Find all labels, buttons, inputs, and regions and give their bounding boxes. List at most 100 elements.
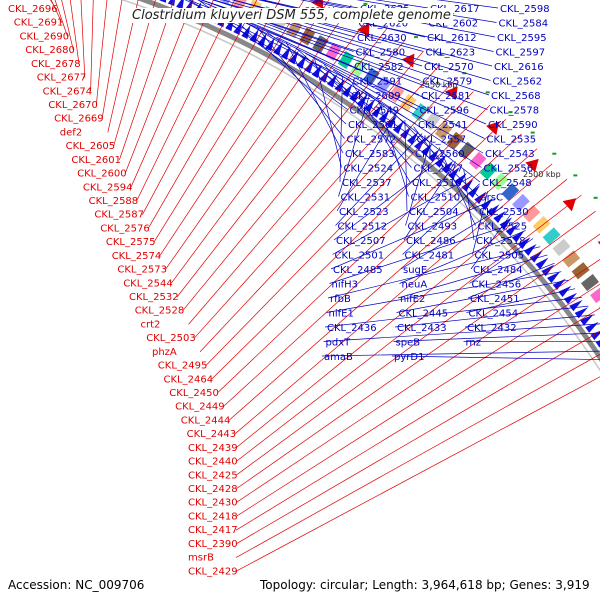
gene-label-right: CKL_2510 xyxy=(411,193,461,204)
gene-label-left: CKL_2417 xyxy=(188,525,238,536)
forward-gene-arrow xyxy=(585,322,598,333)
gene-label-right: CKL_2590 xyxy=(488,120,538,131)
gene-label-right: sugE xyxy=(403,265,427,276)
gene-label-right: pdxT xyxy=(326,338,352,349)
gene-label-left: CKL_2680 xyxy=(25,45,75,56)
gene-label-right: CKL_2525 xyxy=(478,222,528,233)
gene-label-left: CKL_2425 xyxy=(188,470,238,481)
gene-label-right: CKL_2530 xyxy=(479,207,529,218)
gene-label-left: CKL_2444 xyxy=(181,416,231,427)
label-leader-line xyxy=(322,351,600,356)
gene-label-left: CKL_2532 xyxy=(129,292,179,303)
gene-label-left: CKL_2464 xyxy=(164,374,214,385)
gene-label-left: CKL_2601 xyxy=(71,155,121,166)
gene-label-right: CKL_2537 xyxy=(342,178,392,189)
label-leader-line xyxy=(315,59,342,168)
gene-label-right: CKL_2512 xyxy=(338,222,388,233)
genome-title: Clostridium kluyveri DSM 555, complete g… xyxy=(130,8,453,23)
gene-label-left: CKL_2544 xyxy=(123,278,173,289)
gene-label-right: CKL_2524 xyxy=(344,164,394,175)
gene-label-left: CKL_2528 xyxy=(135,306,185,317)
gene-label-left: crt2 xyxy=(141,319,161,330)
gene-label-left: CKL_2600 xyxy=(77,169,127,180)
gene-label-left: CKL_2670 xyxy=(48,100,98,111)
gene-label-right: CKL_2598 xyxy=(500,4,550,15)
gene-label-right: CKL_2436 xyxy=(327,323,377,334)
forward-gene-arrow xyxy=(596,337,600,348)
gene-label-right: CKL_2572 xyxy=(347,135,397,146)
gene-label-right: rfbB xyxy=(330,294,351,305)
gene-label-left: def2 xyxy=(60,127,82,138)
gc-mark xyxy=(573,174,577,176)
gene-label-right: rnz xyxy=(466,338,482,349)
gene-label-left: CKL_2575 xyxy=(106,237,156,248)
gene-label-right: CKL_2548 xyxy=(482,178,532,189)
gene-label-right: CKL_2433 xyxy=(397,323,447,334)
accession-text: Accession: NC_009706 xyxy=(8,578,144,592)
gene-label-left: CKL_2677 xyxy=(37,73,87,84)
gene-label-right: amaB xyxy=(324,352,353,363)
gene-label-left: CKL_2691 xyxy=(14,18,64,29)
gene-label-right: CKL_2507 xyxy=(336,236,386,247)
gc-mark xyxy=(552,153,556,155)
gene-label-right: CKL_2568 xyxy=(491,91,541,102)
gene-label-left: CKL_2594 xyxy=(83,182,133,193)
gene-label-right: CKL_2562 xyxy=(493,77,543,88)
gene-label-right: nifE1 xyxy=(329,309,354,320)
gene-label-left: CKL_2440 xyxy=(188,457,238,468)
gene-label-left: CKL_2696 xyxy=(8,4,58,15)
gene-label-left: CKL_2390 xyxy=(188,539,238,550)
forward-gene-arrow xyxy=(233,21,242,35)
gene-label-right: nifH3 xyxy=(332,280,359,291)
cog-box xyxy=(400,94,417,112)
gene-label-left: CKL_2588 xyxy=(89,196,139,207)
gc-mark xyxy=(486,91,490,93)
cog-box xyxy=(581,274,599,291)
gene-label-left: CKL_2503 xyxy=(146,333,196,344)
gene-label-right: CKL_2523 xyxy=(339,207,389,218)
cog-box xyxy=(553,239,571,256)
forward-gene-arrow xyxy=(159,0,167,3)
label-leader-line xyxy=(236,332,600,572)
gene-label-left: phzA xyxy=(152,347,177,358)
gene-label-right: CKL_2543 xyxy=(485,149,535,160)
gene-label-right: CKL_2451 xyxy=(470,294,520,305)
gene-label-right: arsC xyxy=(481,193,503,204)
gene-label-right: CKL_2623 xyxy=(426,48,476,59)
gene-label-left: CKL_2573 xyxy=(117,265,167,276)
gene-label-right: neuA xyxy=(402,280,428,291)
gc-mark xyxy=(414,36,418,38)
gene-label-left: msrB xyxy=(188,553,214,564)
forward-gene-arrow xyxy=(553,279,566,290)
gene-label-left: CKL_2587 xyxy=(94,210,144,221)
label-leader-line xyxy=(327,272,562,313)
gene-label-right: CKL_2579 xyxy=(423,77,473,88)
gene-label-left: CKL_2443 xyxy=(187,429,237,440)
label-leader-line xyxy=(91,0,97,91)
gene-label-right: pyrD1 xyxy=(394,352,424,363)
gene-label-right: CKL_2456 xyxy=(472,280,522,291)
gene-label-right: CKL_2556 xyxy=(484,164,534,175)
gene-label-right: CKL_2518 xyxy=(476,236,526,247)
gene-label-right: CKL_2454 xyxy=(469,309,519,320)
forward-gene-arrow xyxy=(590,329,600,340)
gene-label-right: CKL_2584 xyxy=(499,19,549,30)
gene-label-right: CKL_2535 xyxy=(487,135,537,146)
label-leader-line xyxy=(96,0,117,105)
topology-summary: Topology: circular; Length: 3,964,618 bp… xyxy=(260,578,590,592)
gene-label-left: CKL_2450 xyxy=(169,388,219,399)
gene-label-right: CKL_2596 xyxy=(420,106,470,117)
gene-label-left: CKL_2428 xyxy=(188,484,238,495)
gene-label-right: CKL_2595 xyxy=(497,33,547,44)
gene-label-left: CKL_2605 xyxy=(66,141,116,152)
gene-label-right: CKL_2504 xyxy=(409,207,459,218)
gene-label-left: CKL_2690 xyxy=(20,31,70,42)
forward-gene-arrow xyxy=(558,286,571,297)
gene-label-right: CKL_2432 xyxy=(467,323,517,334)
gene-label-left: CKL_2495 xyxy=(158,361,208,372)
gene-label-left: CKL_2674 xyxy=(43,86,93,97)
gene-label-left: CKL_2576 xyxy=(100,223,150,234)
gene-label-left: CKL_2678 xyxy=(31,59,81,70)
